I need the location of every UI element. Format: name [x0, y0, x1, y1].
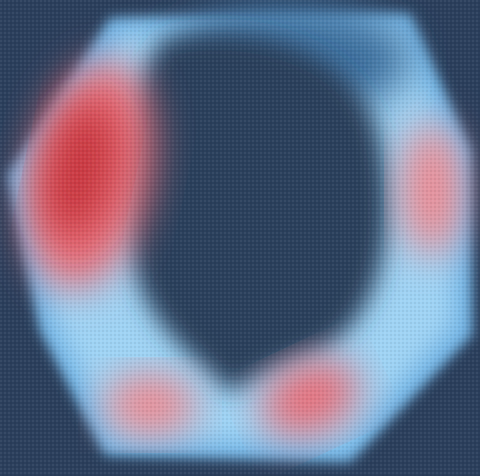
density-image	[0, 0, 480, 476]
pixel-texture	[0, 0, 480, 476]
page	[0, 0, 480, 476]
